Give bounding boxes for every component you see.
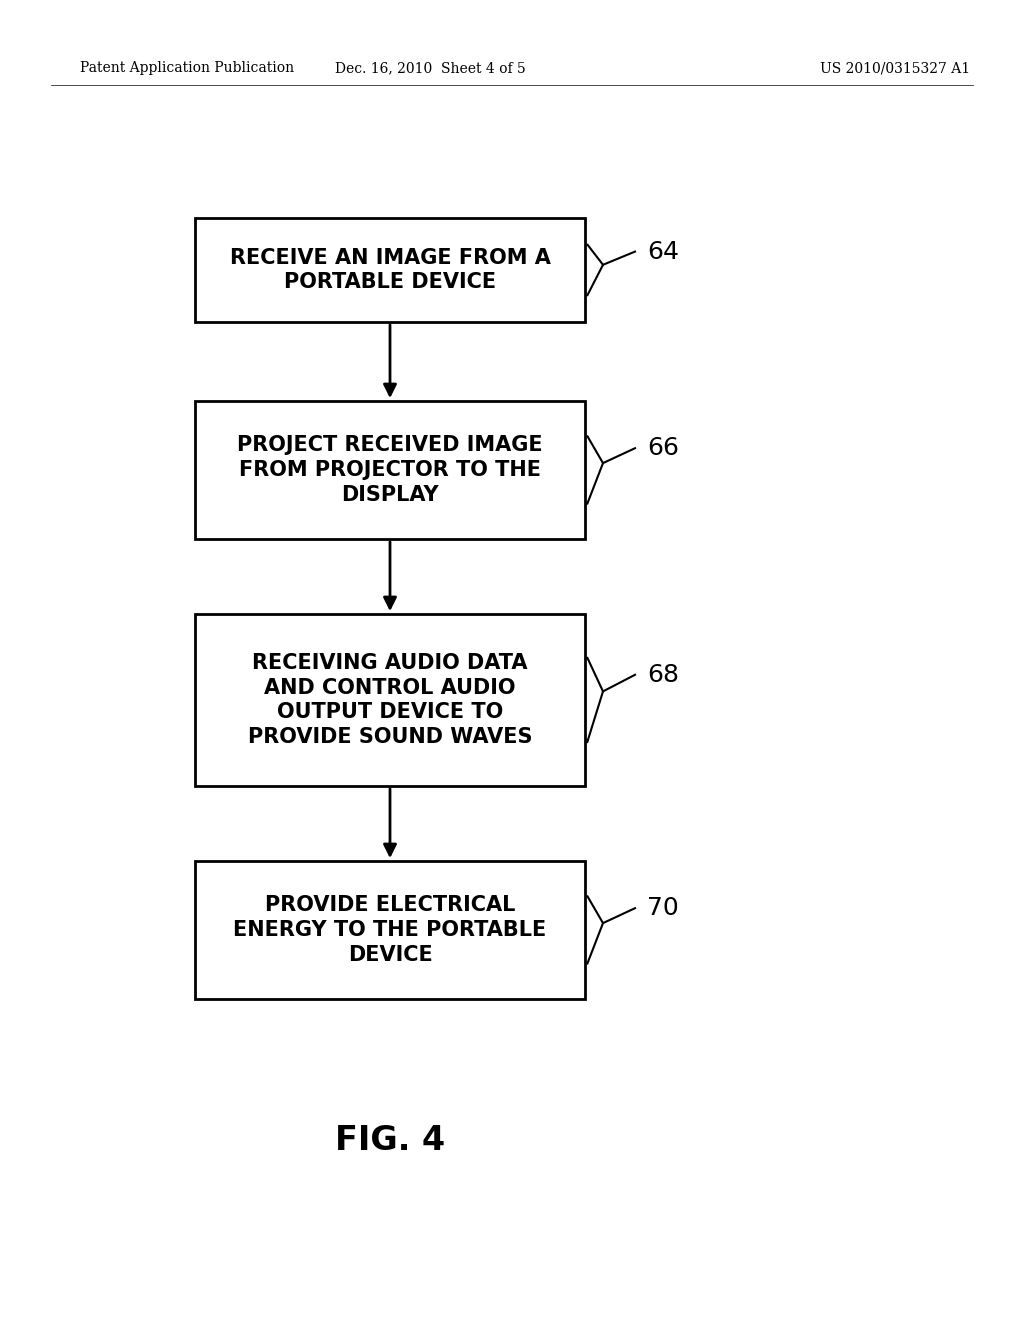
Bar <box>195 218 585 322</box>
Text: Patent Application Publication: Patent Application Publication <box>80 61 294 75</box>
Bar <box>195 401 585 539</box>
Text: US 2010/0315327 A1: US 2010/0315327 A1 <box>820 61 970 75</box>
Text: 64: 64 <box>647 240 679 264</box>
Text: 68: 68 <box>647 663 679 686</box>
Text: 70: 70 <box>647 896 679 920</box>
Text: RECEIVING AUDIO DATA
AND CONTROL AUDIO
OUTPUT DEVICE TO
PROVIDE SOUND WAVES: RECEIVING AUDIO DATA AND CONTROL AUDIO O… <box>248 653 532 747</box>
Bar <box>195 861 585 999</box>
Text: PROJECT RECEIVED IMAGE
FROM PROJECTOR TO THE
DISPLAY: PROJECT RECEIVED IMAGE FROM PROJECTOR TO… <box>238 436 543 504</box>
Bar <box>195 614 585 785</box>
Text: 66: 66 <box>647 436 679 461</box>
Text: FIG. 4: FIG. 4 <box>335 1123 445 1156</box>
Text: Dec. 16, 2010  Sheet 4 of 5: Dec. 16, 2010 Sheet 4 of 5 <box>335 61 525 75</box>
Text: RECEIVE AN IMAGE FROM A
PORTABLE DEVICE: RECEIVE AN IMAGE FROM A PORTABLE DEVICE <box>229 248 551 293</box>
Text: PROVIDE ELECTRICAL
ENERGY TO THE PORTABLE
DEVICE: PROVIDE ELECTRICAL ENERGY TO THE PORTABL… <box>233 895 547 965</box>
